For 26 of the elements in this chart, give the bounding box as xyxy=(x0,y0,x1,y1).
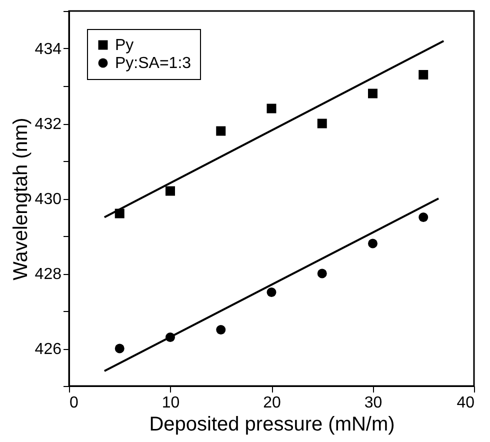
point xyxy=(368,238,378,248)
point xyxy=(368,88,378,98)
point xyxy=(266,104,276,114)
point xyxy=(216,126,226,136)
x-tick-label: 20 xyxy=(263,394,281,412)
point xyxy=(418,70,428,80)
y-tick-label: 428 xyxy=(34,266,62,283)
y-tick-label: 430 xyxy=(34,191,62,208)
point xyxy=(317,118,327,128)
point xyxy=(216,325,226,334)
point xyxy=(317,268,327,278)
x-tick-label: 30 xyxy=(364,394,382,412)
point xyxy=(266,288,276,297)
y-tick-label: 432 xyxy=(34,116,62,133)
y-tick-label: 426 xyxy=(34,341,62,358)
point xyxy=(166,186,175,196)
x-tick-label: 10 xyxy=(162,394,180,412)
x-tick-label: 40 xyxy=(456,394,475,412)
y-tick-label: 434 xyxy=(34,41,62,58)
legend-label: Py xyxy=(115,37,134,54)
y-axis-title: Wavelengtah (nm) xyxy=(10,118,32,280)
point xyxy=(418,212,428,222)
legend-label: Py:SA=1:3 xyxy=(115,55,192,72)
x-axis-title: Deposited pressure (mN/m) xyxy=(149,414,395,436)
x-tick-label: 0 xyxy=(70,394,78,412)
point xyxy=(114,344,124,354)
